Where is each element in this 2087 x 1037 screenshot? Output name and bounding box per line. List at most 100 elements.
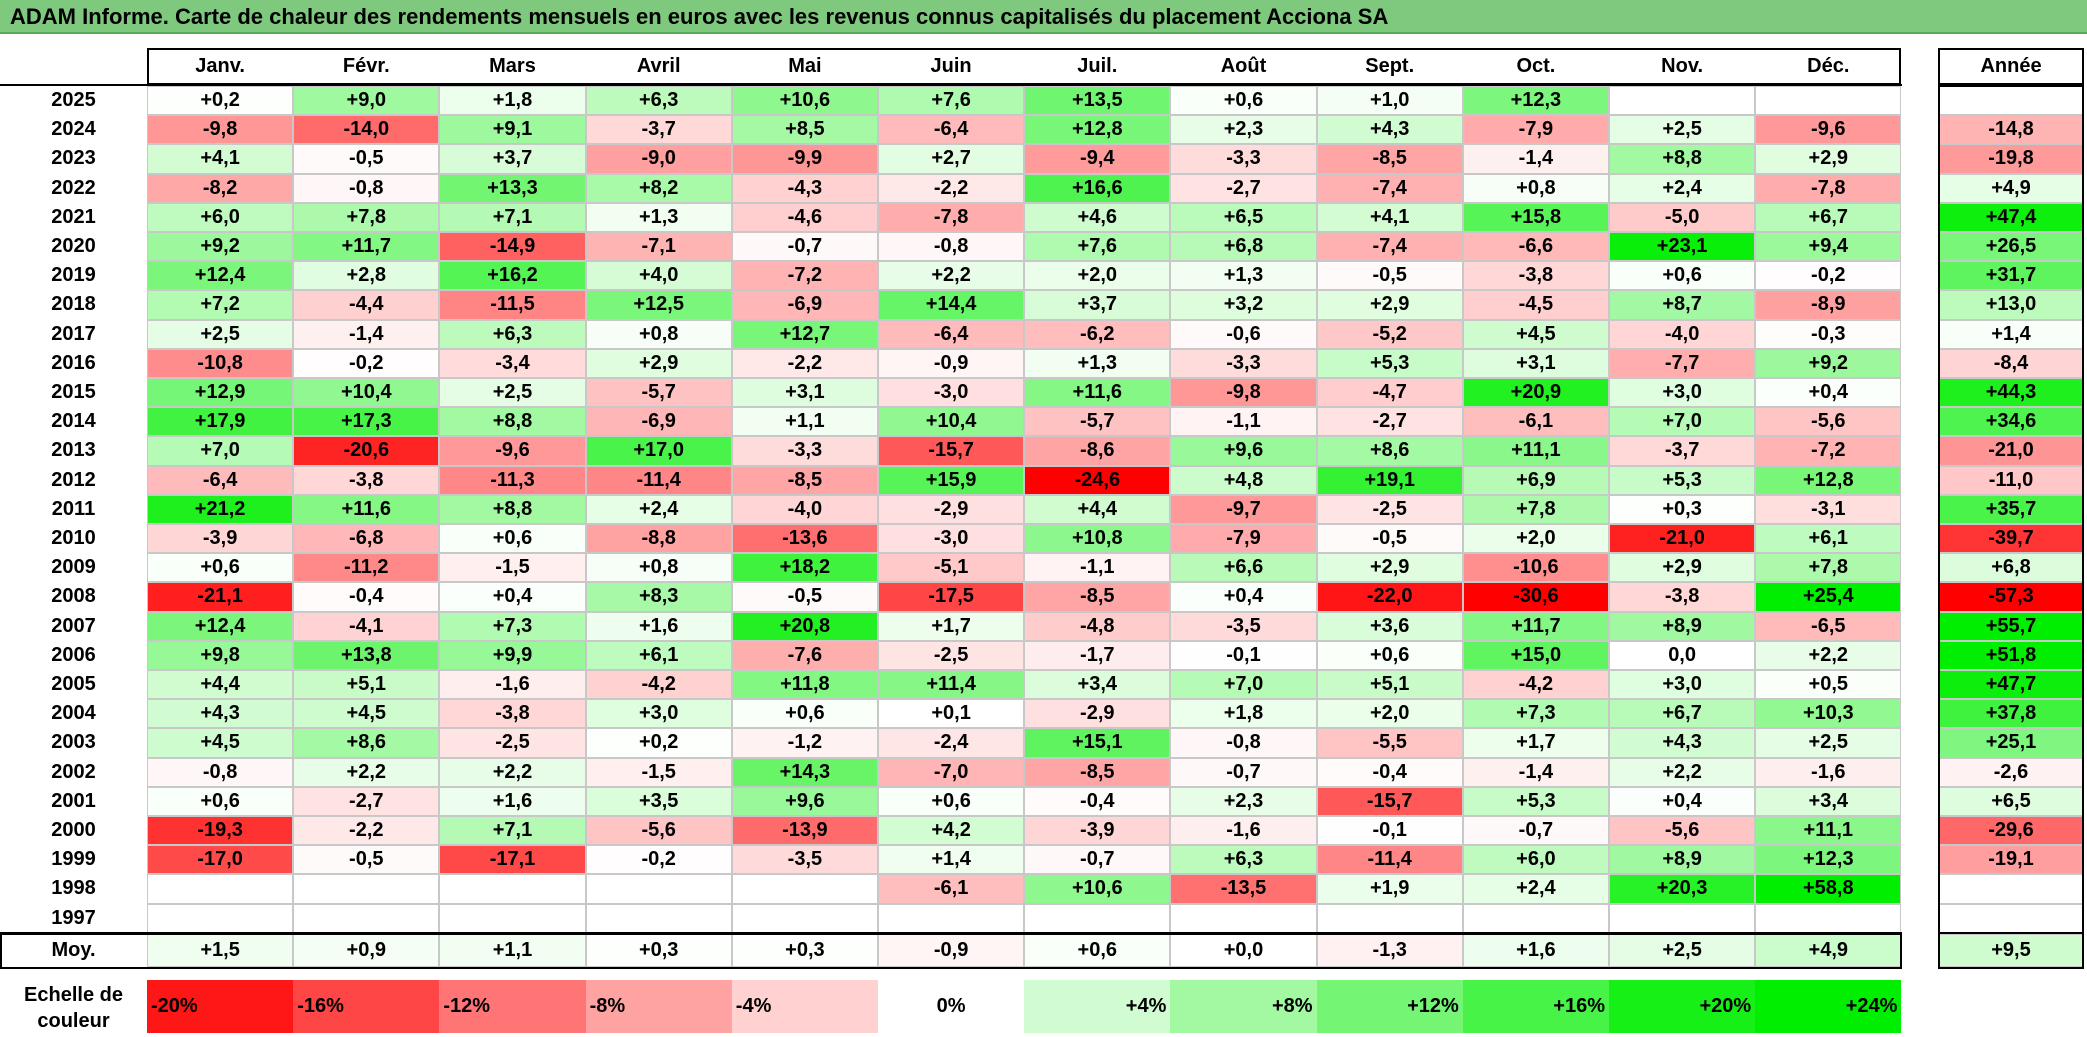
year-label: 2017 <box>51 322 96 345</box>
heatmap-cell: +0,3 <box>1609 494 1756 524</box>
heatmap-cell: -17,1 <box>439 845 586 875</box>
month-header: Mars <box>489 55 536 77</box>
heatmap-cell: -3,0 <box>878 378 1025 408</box>
heatmap-cell: -0,5 <box>1316 524 1463 554</box>
heatmap-cell <box>293 874 440 904</box>
heatmap-cell: +2,2 <box>1755 640 1902 670</box>
heatmap-cell: +7,2 <box>147 290 294 320</box>
heatmap-cell: -3,3 <box>1170 348 1317 378</box>
heatmap-cell: -3,8 <box>293 465 440 495</box>
heatmap-cell: -30,6 <box>1462 582 1609 612</box>
heatmap-cell: -4,1 <box>293 611 440 641</box>
annual-cell: +47,7 <box>1938 670 2084 700</box>
heatmap-cell: +9,1 <box>439 115 586 145</box>
average-cell: +0,6 <box>1024 934 1171 967</box>
average-cell: -1,3 <box>1316 934 1463 967</box>
heatmap-cell: +10,4 <box>293 378 440 408</box>
month-header: Avril <box>636 55 681 77</box>
heatmap-cell: +0,8 <box>585 319 732 349</box>
heatmap-cell: +6,0 <box>147 202 294 232</box>
heatmap-cell: +2,4 <box>1609 173 1756 203</box>
heatmap-cell: +4,5 <box>293 699 440 729</box>
heatmap-cell: -15,7 <box>878 436 1025 466</box>
heatmap-cell: +2,9 <box>1316 290 1463 320</box>
average-cell: +1,1 <box>439 934 586 967</box>
heatmap-cell: -8,8 <box>585 524 732 554</box>
heatmap-cell: +12,7 <box>731 319 878 349</box>
heatmap-cell: +11,1 <box>1755 816 1902 846</box>
heatmap-cell: +8,2 <box>585 173 732 203</box>
heatmap-cell <box>1609 903 1756 933</box>
annual-cell: +25,1 <box>1938 728 2084 758</box>
heatmap-cell: -7,8 <box>1755 173 1902 203</box>
heatmap-cell: +3,1 <box>731 378 878 408</box>
year-label: 2006 <box>51 643 96 666</box>
heatmap-cell: -2,2 <box>731 348 878 378</box>
heatmap-cell: -1,1 <box>1024 553 1171 583</box>
heatmap-cell: -3,8 <box>1609 582 1756 612</box>
heatmap-cell: -2,7 <box>293 786 440 816</box>
heatmap-cell: -5,5 <box>1316 728 1463 758</box>
heatmap-cell: +2,3 <box>1170 786 1317 816</box>
heatmap-cell: -9,8 <box>147 115 294 145</box>
heatmap-cell: -6,1 <box>1462 407 1609 437</box>
heatmap-cell: +8,9 <box>1609 845 1756 875</box>
annual-cell: -14,8 <box>1938 115 2084 145</box>
heatmap-cell: +4,2 <box>878 816 1025 846</box>
heatmap-cell: +3,5 <box>585 786 732 816</box>
heatmap-cell: +8,8 <box>439 407 586 437</box>
page-title: ADAM Informe. Carte de chaleur des rende… <box>0 0 2087 34</box>
heatmap-cell: +9,4 <box>1755 232 1902 262</box>
year-label: 2000 <box>51 819 96 842</box>
heatmap-cell: -8,5 <box>1024 582 1171 612</box>
month-header: Oct. <box>1516 55 1556 77</box>
scale-cell: 0% <box>878 980 1025 1033</box>
annual-cell: +26,5 <box>1938 232 2084 262</box>
heatmap-cell <box>1170 903 1317 933</box>
heatmap-cell: -0,8 <box>147 757 294 787</box>
heatmap-cell: +2,5 <box>1609 115 1756 145</box>
heatmap-cell: -3,7 <box>1609 436 1756 466</box>
heatmap-cell: +11,7 <box>1462 611 1609 641</box>
heatmap-cell: -6,4 <box>878 319 1025 349</box>
heatmap-cell: -7,4 <box>1316 232 1463 262</box>
heatmap-cell: -3,4 <box>439 348 586 378</box>
year-label: 2015 <box>51 381 96 404</box>
heatmap-cell: -4,0 <box>1609 319 1756 349</box>
heatmap-cell: -6,2 <box>1024 319 1171 349</box>
heatmap-cell: -0,7 <box>1170 757 1317 787</box>
year-label: 2008 <box>51 585 96 608</box>
year-label: 1998 <box>51 877 96 900</box>
annual-cell: -39,7 <box>1938 524 2084 554</box>
heatmap-cell: -0,2 <box>293 348 440 378</box>
heatmap-cell: -13,6 <box>731 524 878 554</box>
heatmap-cell: +5,1 <box>293 670 440 700</box>
heatmap-cell: +15,9 <box>878 465 1025 495</box>
heatmap-cell: +7,8 <box>1462 494 1609 524</box>
heatmap-cell: +9,6 <box>731 786 878 816</box>
heatmap-cell: +14,4 <box>878 290 1025 320</box>
month-header: Nov. <box>1661 55 1704 77</box>
heatmap-cell: -4,6 <box>731 202 878 232</box>
heatmap-cell: +5,3 <box>1462 786 1609 816</box>
heatmap-cell: +2,5 <box>439 378 586 408</box>
heatmap-cell: +8,6 <box>293 728 440 758</box>
heatmap-cell: +11,6 <box>293 494 440 524</box>
heatmap-cell: -8,6 <box>1024 436 1171 466</box>
heatmap-cell: -7,6 <box>731 640 878 670</box>
scale-cell: -8% <box>585 980 732 1033</box>
heatmap-cell: +1,1 <box>731 407 878 437</box>
year-label: 2023 <box>51 147 96 170</box>
heatmap-cell: +2,4 <box>1462 874 1609 904</box>
heatmap-cell: -9,4 <box>1024 144 1171 174</box>
heatmap-cell: +13,5 <box>1024 86 1171 116</box>
year-label: 2010 <box>51 527 96 550</box>
heatmap-cell: +6,5 <box>1170 202 1317 232</box>
heatmap-cell: -0,8 <box>878 232 1025 262</box>
heatmap-cell: -0,3 <box>1755 319 1902 349</box>
heatmap-cell: -11,2 <box>293 553 440 583</box>
annual-cell: +55,7 <box>1938 611 2084 641</box>
heatmap-cell: +0,4 <box>439 582 586 612</box>
heatmap-cell: -0,8 <box>293 173 440 203</box>
heatmap-cell: -3,9 <box>147 524 294 554</box>
